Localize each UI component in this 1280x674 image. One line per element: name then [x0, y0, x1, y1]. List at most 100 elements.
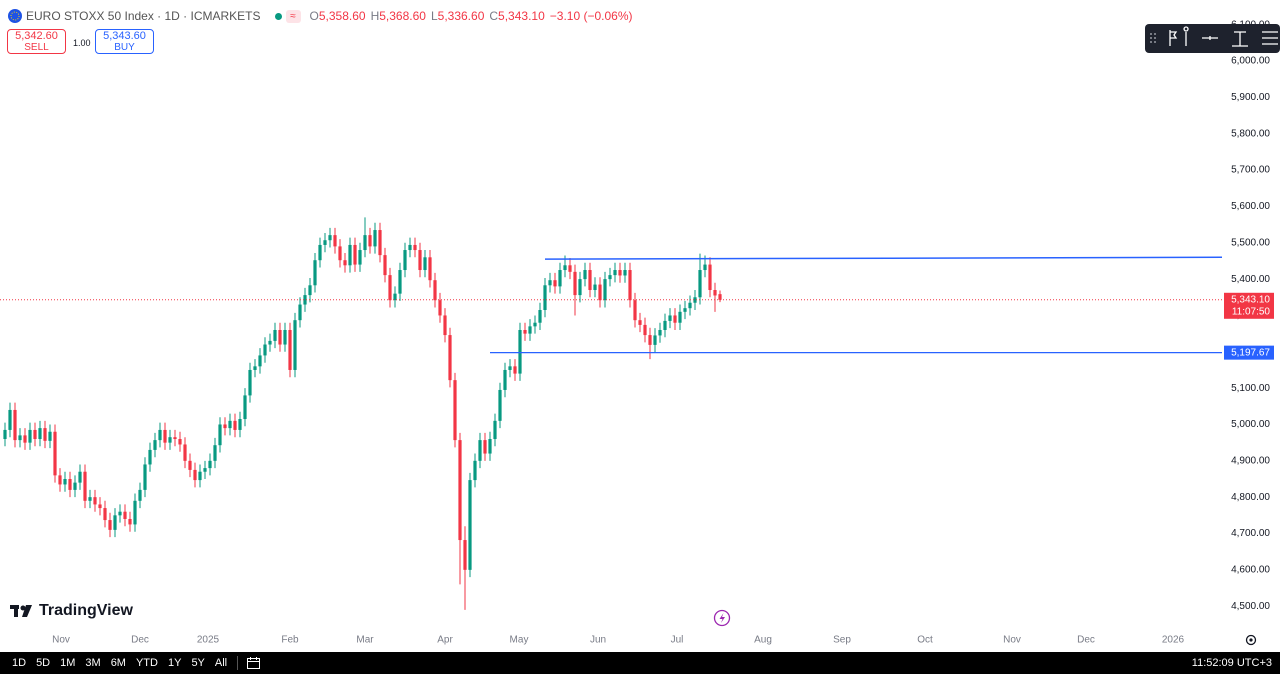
candle-body [273, 329, 277, 341]
candle-body [498, 389, 502, 421]
range-button[interactable]: 1D [12, 657, 27, 669]
candle-body [223, 424, 227, 429]
range-button[interactable]: 5Y [191, 657, 205, 669]
x-tick-label: Oct [917, 635, 933, 646]
candle-body [628, 270, 632, 301]
x-tick-label: Sep [833, 635, 851, 646]
candle-body [233, 420, 237, 430]
candle-body [343, 260, 347, 266]
candle-body [583, 270, 587, 280]
candle-body [568, 265, 572, 272]
candle-body [673, 315, 677, 323]
events-icon[interactable] [713, 609, 731, 627]
candle-body [98, 504, 102, 509]
candle-body [408, 244, 412, 251]
level-label: 5,197.67 [1231, 347, 1270, 358]
flag-tool[interactable] [1169, 30, 1178, 46]
candle-body [83, 471, 87, 501]
candle-body [563, 265, 567, 271]
sell-label: SELL [24, 42, 49, 53]
y-tick-label: 5,600.00 [1231, 201, 1270, 212]
y-tick-label: 4,700.00 [1231, 528, 1270, 539]
candle-body [608, 275, 612, 280]
candle-body [418, 250, 422, 271]
candle-body [8, 409, 12, 430]
candle-body [643, 324, 647, 336]
candle-body [323, 240, 327, 245]
candle-body [203, 468, 207, 472]
candle-body [123, 511, 127, 519]
candle-body [153, 440, 157, 450]
candle-body [523, 329, 527, 334]
horizontal-line-tool[interactable] [1202, 36, 1218, 40]
last-price-label: 5,343.10 [1231, 294, 1270, 305]
candle-body [398, 270, 402, 294]
ohlc-value: 5,368.60 [379, 9, 426, 23]
vertical-line-tool[interactable] [1183, 26, 1189, 46]
candle-body [18, 435, 22, 441]
candle-body [148, 449, 152, 465]
range-button[interactable]: 1M [60, 657, 76, 669]
candle-body [313, 260, 317, 286]
candle-body [683, 308, 687, 312]
menu-tool[interactable] [1262, 31, 1278, 45]
candle-body [358, 250, 362, 265]
candle-body [298, 304, 302, 321]
candle-body [93, 497, 97, 505]
candle-body [63, 478, 67, 485]
bottom-toolbar: 1D 5D 1M 3M 6M YTD 1Y 5Y All 11:52:09 UT… [0, 652, 1280, 674]
range-button[interactable]: All [214, 657, 228, 669]
candle-body [663, 320, 667, 330]
candle-body [593, 284, 597, 291]
y-tick-label: 4,900.00 [1231, 455, 1270, 466]
candle-body [28, 429, 32, 443]
candle-body [118, 511, 122, 516]
candle-body [168, 437, 172, 443]
x-tick-label: Feb [281, 635, 299, 646]
candle-body [3, 429, 7, 440]
candle-body [488, 439, 492, 454]
candle-body [458, 440, 462, 541]
range-button[interactable]: YTD [135, 657, 158, 669]
candle-body [33, 429, 37, 440]
candle-body [138, 489, 142, 501]
candle-body [478, 440, 482, 461]
candle-body [538, 310, 542, 323]
candle-body [623, 270, 627, 276]
candle-body [68, 478, 72, 490]
candle-body [443, 315, 447, 336]
sell-button[interactable]: 5,342.60 SELL [7, 29, 66, 54]
range-button[interactable]: 6M [110, 657, 126, 669]
y-tick-label: 5,000.00 [1231, 419, 1270, 430]
candle-body [88, 497, 92, 501]
ohlc-value: 5,343.10 [498, 9, 545, 23]
symbol-icon [8, 9, 22, 23]
data-badge[interactable]: ≈ [285, 9, 301, 23]
candle-body [23, 435, 27, 443]
settings-icon[interactable] [1245, 634, 1257, 646]
date-range-icon[interactable] [246, 656, 262, 670]
candle-body [678, 311, 682, 323]
price-tool[interactable] [1232, 31, 1248, 47]
candle-body [348, 244, 352, 266]
candle-body [648, 335, 652, 345]
candle-body [573, 271, 577, 296]
candle-body [393, 293, 397, 301]
candle-body [588, 270, 592, 291]
candle-body [428, 257, 432, 281]
candle-body [553, 280, 557, 287]
separator [237, 656, 239, 670]
range-button[interactable]: 3M [85, 657, 101, 669]
x-tick-label: Nov [1003, 635, 1021, 646]
range-button[interactable]: 5D [36, 657, 51, 669]
level-label-box [1224, 345, 1274, 360]
trendline [544, 256, 1223, 260]
x-tick-label: Apr [437, 635, 453, 646]
candle-body [718, 294, 722, 300]
range-button[interactable]: 1Y [167, 657, 182, 669]
buy-button[interactable]: 5,343.60 BUY [95, 29, 154, 54]
candle-body [188, 460, 192, 470]
candle-body [603, 279, 607, 301]
y-tick-label: 6,000.00 [1231, 56, 1270, 67]
candle-body [218, 424, 222, 446]
